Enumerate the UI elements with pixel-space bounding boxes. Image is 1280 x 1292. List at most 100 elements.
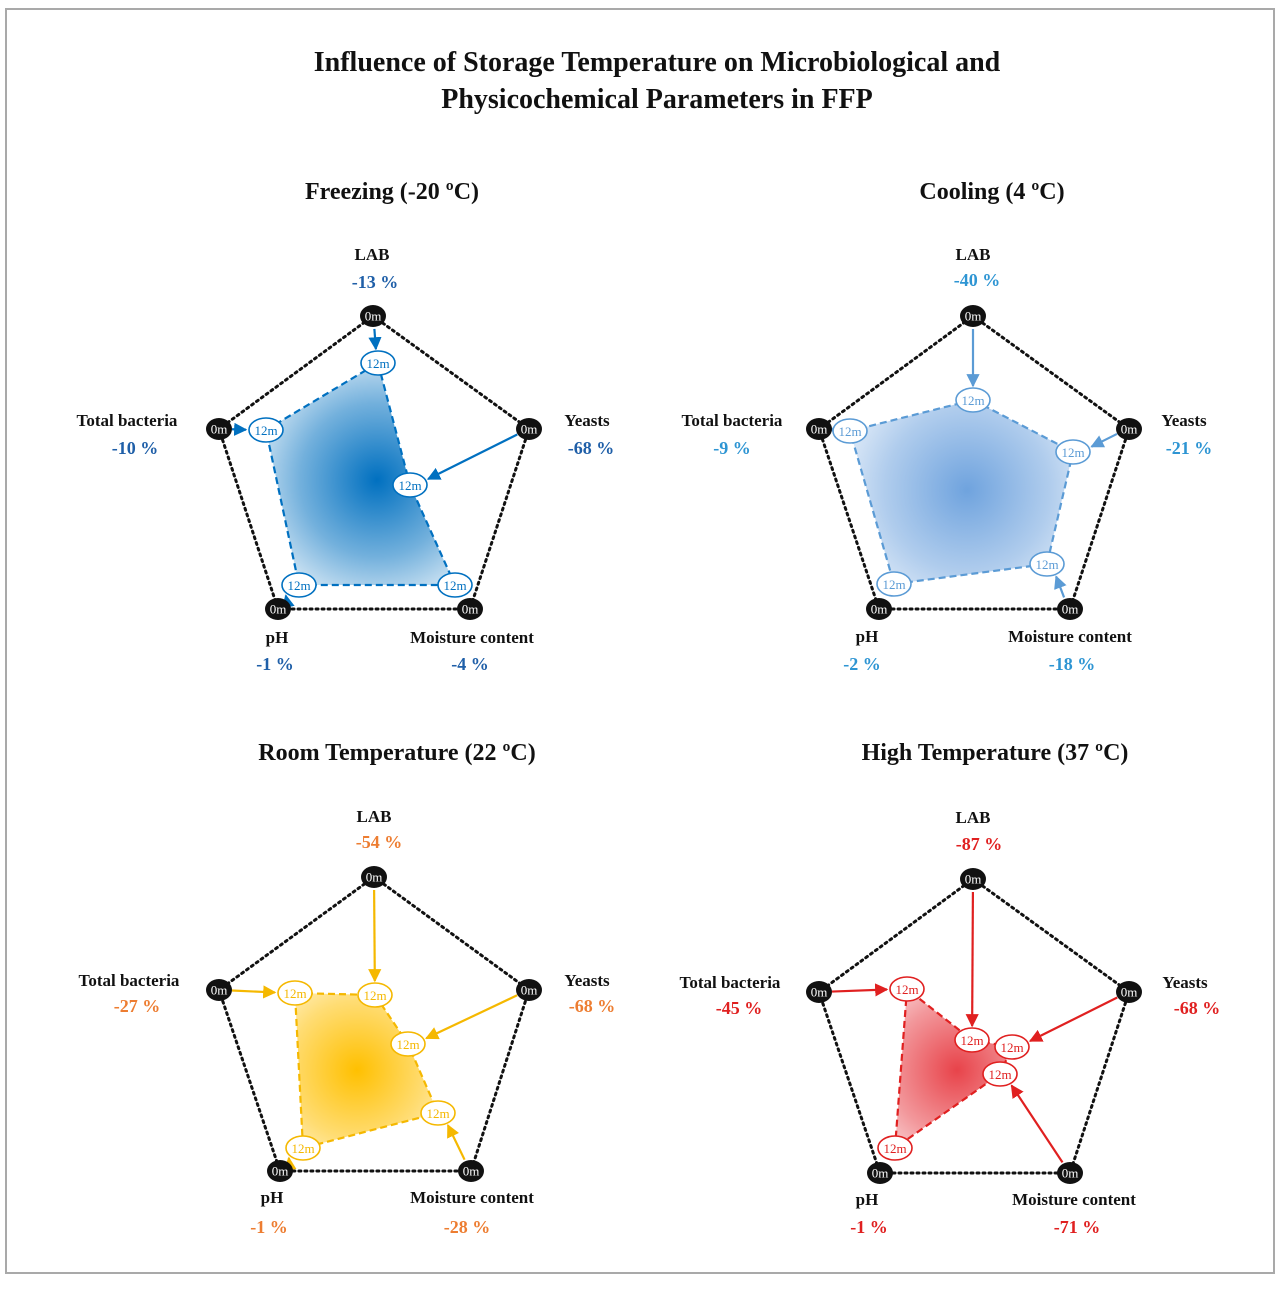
panel-2-12m-label-total-bacteria: 12m (838, 424, 861, 439)
panel-4-12m-label-total-bacteria: 12m (895, 982, 918, 997)
figure-frame: Influence of Storage Temperature on Micr… (5, 8, 1275, 1274)
panel-4-title: High Temperature (37 ºC) (862, 740, 1129, 766)
panel-2-radar: Cooling (4 ºC) 0m 0m 0m 0m 0m 12m 12m 12m 12m 12m L… (682, 179, 1213, 674)
panel-4-12m-label-ph: 12m (883, 1141, 906, 1156)
figure-title-line2: Physicochemical Parameters in FFP (441, 84, 873, 115)
panel-1-pct-total-bacteria: -10 % (112, 438, 159, 458)
panel-4-axis-label-moisture-content: Moisture content (1012, 1190, 1136, 1209)
panel-3-0m-label-moisture-content: 0m (463, 1164, 480, 1179)
panel-1-0m-label-moisture-content: 0m (462, 602, 479, 617)
panel-2-pct-lab: -40 % (954, 270, 1001, 290)
panel-1-12m-label-yeasts: 12m (398, 478, 421, 493)
panel-3-axis-label-moisture-content: Moisture content (410, 1188, 534, 1207)
panel-1-axis-label-total-bacteria: Total bacteria (77, 411, 178, 430)
panel-1-pct-moisture-content: -4 % (451, 654, 489, 674)
panel-1-arrow-yeasts (428, 435, 517, 480)
panel-2-pct-yeasts: -21 % (1166, 438, 1213, 458)
panel-2-axis-label-lab: LAB (956, 245, 991, 264)
panel-3-0m-label-lab: 0m (366, 870, 383, 885)
panel-1-arrow-lab (374, 329, 376, 349)
panel-3-pct-ph: -1 % (250, 1217, 288, 1237)
panel-3-axis-label-lab: LAB (357, 807, 392, 826)
panel-3-arrow-lab (374, 890, 375, 981)
panel-4-0m-label-moisture-content: 0m (1062, 1166, 1079, 1181)
panel-2-pct-moisture-content: -18 % (1049, 654, 1096, 674)
panel-3-arrow-yeasts (426, 995, 517, 1038)
panel-4-pct-lab: -87 % (956, 834, 1003, 854)
panel-3-12m-label-total-bacteria: 12m (283, 986, 306, 1001)
panel-3-0m-label-total-bacteria: 0m (211, 983, 228, 998)
panel-3-title: Room Temperature (22 ºC) (258, 740, 535, 766)
panel-3-arrow-total-bacteria (232, 991, 275, 993)
panel-3-12m-label-yeasts: 12m (396, 1037, 419, 1052)
panel-3-axis-label-total-bacteria: Total bacteria (79, 971, 180, 990)
panel-1-12m-polygon (266, 363, 455, 585)
panel-3-pct-lab: -54 % (356, 832, 403, 852)
panel-1-12m-label-ph: 12m (287, 578, 310, 593)
panel-2-arrow-moisture-content (1056, 576, 1064, 597)
panel-4-0m-label-yeasts: 0m (1121, 985, 1138, 1000)
panel-4-radar: High Temperature (37 ºC) 0m 0m 0m 0m 0m 12m 12m… (680, 740, 1221, 1237)
panel-1-12m-label-lab: 12m (366, 356, 389, 371)
panel-3-0m-label-yeasts: 0m (521, 983, 538, 998)
panel-3-axis-label-yeasts: Yeasts (564, 971, 610, 990)
panel-1-title: Freezing (-20 ºC) (305, 179, 479, 205)
panel-1-0m-label-lab: 0m (365, 309, 382, 324)
panel-1-12m-label-total-bacteria: 12m (254, 423, 277, 438)
panel-2-axis-label-ph: pH (856, 627, 879, 646)
panel-1-12m-label-moisture-content: 12m (443, 578, 466, 593)
panel-2-0m-label-ph: 0m (871, 602, 888, 617)
panel-4-pct-moisture-content: -71 % (1054, 1217, 1101, 1237)
panel-2-pct-total-bacteria: -9 % (713, 438, 751, 458)
panel-2-arrow-yeasts (1092, 434, 1117, 447)
panel-1-pct-yeasts: -68 % (568, 438, 615, 458)
panel-1-0m-label-yeasts: 0m (521, 422, 538, 437)
panel-2-12m-label-moisture-content: 12m (1035, 557, 1058, 572)
panel-3-pct-yeasts: -68 % (569, 996, 616, 1016)
panel-2-12m-label-lab: 12m (961, 393, 984, 408)
panel-3-arrow-moisture-content (448, 1125, 465, 1160)
panel-4-0m-label-total-bacteria: 0m (811, 985, 828, 1000)
panel-2-12m-label-yeasts: 12m (1061, 445, 1084, 460)
panel-2-0m-label-moisture-content: 0m (1062, 602, 1079, 617)
panel-1-radar: Freezing (-20 ºC)0m0m0m0m0m12m12m12m12m1… (77, 179, 615, 674)
panel-3-12m-label-lab: 12m (363, 988, 386, 1003)
panel-2-title: Cooling (4 ºC) (919, 179, 1064, 205)
panel-4-12m-label-lab: 12m (960, 1033, 983, 1048)
panel-4-axis-label-ph: pH (856, 1190, 879, 1209)
panel-2-axis-label-yeasts: Yeasts (1161, 411, 1207, 430)
panel-1-axis-label-lab: LAB (355, 245, 390, 264)
panel-1-pct-ph: -1 % (256, 654, 294, 674)
panel-2-axis-label-moisture-content: Moisture content (1008, 627, 1132, 646)
panel-2-pct-ph: -2 % (843, 654, 881, 674)
panel-4-arrow-total-bacteria (832, 989, 887, 991)
panel-2-12m-label-ph: 12m (882, 577, 905, 592)
panel-4-12m-label-yeasts: 12m (1000, 1040, 1023, 1055)
panel-4-arrow-yeasts (1030, 998, 1117, 1042)
panel-1-0m-label-ph: 0m (270, 602, 287, 617)
panel-3-pct-moisture-content: -28 % (444, 1217, 491, 1237)
panel-3-pct-total-bacteria: -27 % (114, 996, 161, 1016)
panel-3-12m-label-moisture-content: 12m (426, 1106, 449, 1121)
panel-4-arrow-moisture-content (1012, 1085, 1063, 1162)
radar-figure: Influence of Storage Temperature on Micr… (7, 10, 1277, 1276)
panel-1-arrow-ph (286, 596, 287, 600)
panel-4-0m-label-ph: 0m (872, 1166, 889, 1181)
panel-4-axis-label-lab: LAB (956, 808, 991, 827)
panel-2-0m-label-total-bacteria: 0m (811, 422, 828, 437)
panel-4-12m-label-moisture-content: 12m (988, 1067, 1011, 1082)
panel-2-0m-label-lab: 0m (965, 309, 982, 324)
panel-4-axis-label-yeasts: Yeasts (1162, 973, 1208, 992)
panel-4-0m-label-lab: 0m (965, 872, 982, 887)
panel-3-axis-label-ph: pH (261, 1188, 284, 1207)
panel-1-pct-lab: -13 % (352, 272, 399, 292)
panel-2-0m-label-yeasts: 0m (1121, 422, 1138, 437)
panel-4-pct-total-bacteria: -45 % (716, 998, 763, 1018)
panel-4-pct-ph: -1 % (850, 1217, 888, 1237)
panel-3-0m-label-ph: 0m (272, 1164, 289, 1179)
panel-1-axis-label-ph: pH (266, 628, 289, 647)
panel-2-axis-label-total-bacteria: Total bacteria (682, 411, 783, 430)
panel-4-baseline-pentagon (819, 879, 1129, 1173)
panel-3-12m-label-ph: 12m (291, 1141, 314, 1156)
